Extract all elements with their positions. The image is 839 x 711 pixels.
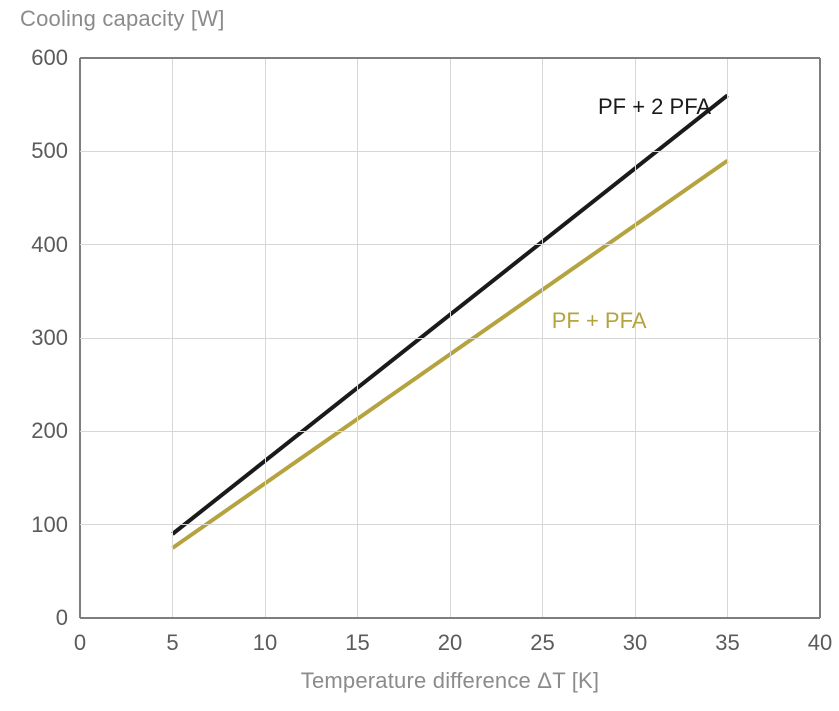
y-tick-label: 600 [0,45,68,71]
y-tick-label: 500 [0,138,68,164]
grid-line-horizontal [80,57,820,59]
x-tick-label: 15 [338,630,378,656]
y-tick-label: 200 [0,418,68,444]
y-tick-label: 0 [0,605,68,631]
x-tick-label: 35 [708,630,748,656]
x-tick-label: 25 [523,630,563,656]
x-tick-label: 5 [153,630,193,656]
x-tick-label: 20 [430,630,470,656]
series-label-pf_2pfa: PF + 2 PFA [598,94,711,120]
grid-line-horizontal [80,431,820,432]
y-tick-label: 400 [0,232,68,258]
series-label-pf_pfa: PF + PFA [552,308,647,334]
x-tick-label: 30 [615,630,655,656]
grid-line-horizontal [80,338,820,339]
y-tick-label: 300 [0,325,68,351]
line-layer [0,0,839,711]
cooling-capacity-chart: Cooling capacity [W] Temperature differe… [0,0,839,711]
x-axis-title: Temperature difference ΔT [K] [80,668,820,694]
x-tick-label: 0 [60,630,100,656]
grid-line-horizontal [80,244,820,245]
y-tick-label: 100 [0,512,68,538]
grid-line-horizontal [80,151,820,152]
x-tick-label: 40 [800,630,839,656]
grid-line-horizontal [80,524,820,525]
grid-line-horizontal [80,617,820,619]
x-tick-label: 10 [245,630,285,656]
